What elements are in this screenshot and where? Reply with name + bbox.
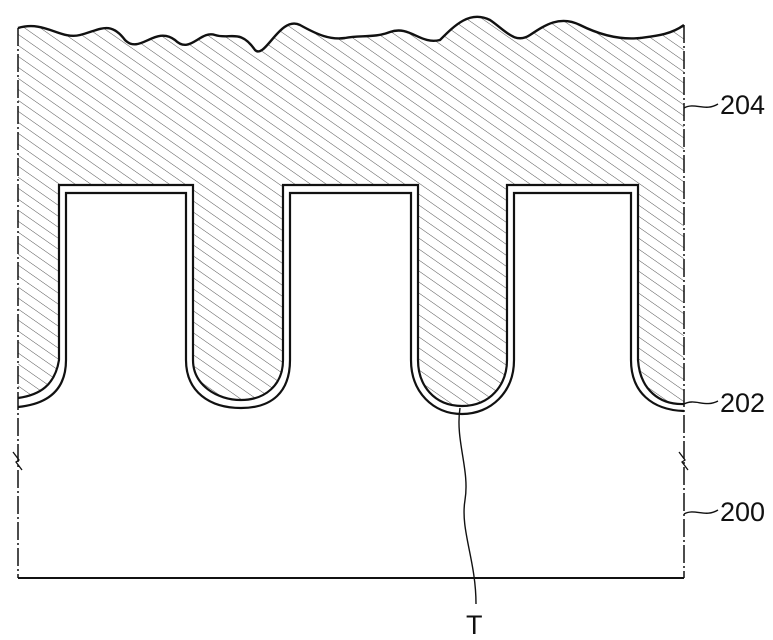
liner-202-outer — [18, 193, 684, 414]
label-202: 202 — [720, 388, 765, 418]
leader-202 — [684, 401, 718, 404]
leader-204 — [684, 104, 718, 108]
label-200: 200 — [720, 497, 765, 527]
leader-200 — [684, 510, 718, 514]
label-204: 204 — [720, 90, 765, 120]
leader-T — [459, 408, 476, 604]
layer-204-fill — [18, 17, 684, 406]
label-T: T — [466, 610, 483, 640]
liner-202-inner — [18, 185, 684, 406]
